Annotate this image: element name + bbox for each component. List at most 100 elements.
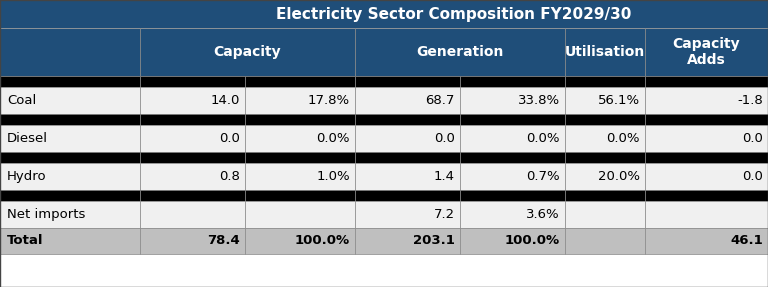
Text: Net imports: Net imports <box>7 208 85 221</box>
Text: 100.0%: 100.0% <box>505 234 560 247</box>
Text: 56.1%: 56.1% <box>598 94 640 107</box>
Text: Capacity
Adds: Capacity Adds <box>673 37 740 67</box>
Bar <box>460 114 565 125</box>
Bar <box>355 228 460 254</box>
Bar <box>460 76 565 87</box>
Bar <box>245 163 355 190</box>
Bar <box>0 28 140 76</box>
Text: 100.0%: 100.0% <box>295 234 350 247</box>
Bar <box>245 190 355 201</box>
Bar <box>140 228 245 254</box>
Bar <box>565 228 645 254</box>
Text: 1.0%: 1.0% <box>316 170 350 183</box>
Bar <box>645 163 768 190</box>
Bar <box>245 228 355 254</box>
Text: 1.4: 1.4 <box>434 170 455 183</box>
Bar <box>355 114 460 125</box>
Bar <box>355 76 460 87</box>
Bar <box>140 190 245 201</box>
Text: 0.7%: 0.7% <box>526 170 560 183</box>
Bar <box>0 87 140 114</box>
Bar <box>460 190 565 201</box>
Text: 0.0: 0.0 <box>434 132 455 145</box>
Text: 3.6%: 3.6% <box>526 208 560 221</box>
Bar <box>0 228 140 254</box>
Bar <box>460 201 565 228</box>
Bar <box>645 152 768 163</box>
Bar <box>355 201 460 228</box>
Text: Diesel: Diesel <box>7 132 48 145</box>
Bar <box>645 28 768 76</box>
Bar <box>645 114 768 125</box>
Text: 17.8%: 17.8% <box>308 94 350 107</box>
Bar <box>645 76 768 87</box>
Text: 0.8: 0.8 <box>219 170 240 183</box>
Text: Total: Total <box>7 234 44 247</box>
Bar <box>355 28 565 76</box>
Bar <box>0 76 140 87</box>
Bar <box>245 114 355 125</box>
Bar <box>645 87 768 114</box>
Text: 46.1: 46.1 <box>730 234 763 247</box>
Bar <box>140 152 245 163</box>
Text: 0.0: 0.0 <box>742 170 763 183</box>
Bar <box>460 125 565 152</box>
Bar <box>245 152 355 163</box>
Text: Electricity Sector Composition FY2029/30: Electricity Sector Composition FY2029/30 <box>276 7 632 22</box>
Text: Generation: Generation <box>416 45 504 59</box>
Bar <box>0 152 140 163</box>
Bar <box>0 0 768 28</box>
Bar <box>645 228 768 254</box>
Bar <box>0 201 140 228</box>
Text: 0.0%: 0.0% <box>527 132 560 145</box>
Bar <box>355 152 460 163</box>
Bar <box>140 87 245 114</box>
Bar <box>565 163 645 190</box>
Bar <box>460 87 565 114</box>
Text: 0.0: 0.0 <box>742 132 763 145</box>
Text: Utilisation: Utilisation <box>565 45 645 59</box>
Text: 203.1: 203.1 <box>413 234 455 247</box>
Text: -1.8: -1.8 <box>737 94 763 107</box>
Bar <box>355 125 460 152</box>
Bar <box>565 87 645 114</box>
Bar <box>140 125 245 152</box>
Bar <box>140 114 245 125</box>
Text: Capacity: Capacity <box>214 45 281 59</box>
Bar <box>460 152 565 163</box>
Bar <box>245 76 355 87</box>
Bar <box>245 201 355 228</box>
Bar <box>355 190 460 201</box>
Bar <box>565 114 645 125</box>
Text: 0.0%: 0.0% <box>607 132 640 145</box>
Bar <box>565 28 645 76</box>
Bar <box>245 87 355 114</box>
Bar <box>355 87 460 114</box>
Bar <box>0 190 140 201</box>
Text: 0.0%: 0.0% <box>316 132 350 145</box>
Bar <box>460 228 565 254</box>
Bar <box>565 152 645 163</box>
Bar <box>565 190 645 201</box>
Bar <box>0 125 140 152</box>
Bar <box>140 201 245 228</box>
Bar <box>460 163 565 190</box>
Text: Coal: Coal <box>7 94 36 107</box>
Text: 14.0: 14.0 <box>210 94 240 107</box>
Bar <box>645 190 768 201</box>
Text: 33.8%: 33.8% <box>518 94 560 107</box>
Bar <box>0 114 140 125</box>
Text: 7.2: 7.2 <box>434 208 455 221</box>
Bar <box>140 28 355 76</box>
Bar <box>565 201 645 228</box>
Bar <box>645 125 768 152</box>
Text: Hydro: Hydro <box>7 170 47 183</box>
Bar <box>245 125 355 152</box>
Text: 78.4: 78.4 <box>207 234 240 247</box>
Bar <box>0 163 140 190</box>
Bar <box>645 201 768 228</box>
Bar <box>140 76 245 87</box>
Text: 68.7: 68.7 <box>425 94 455 107</box>
Text: 0.0: 0.0 <box>219 132 240 145</box>
Bar <box>565 125 645 152</box>
